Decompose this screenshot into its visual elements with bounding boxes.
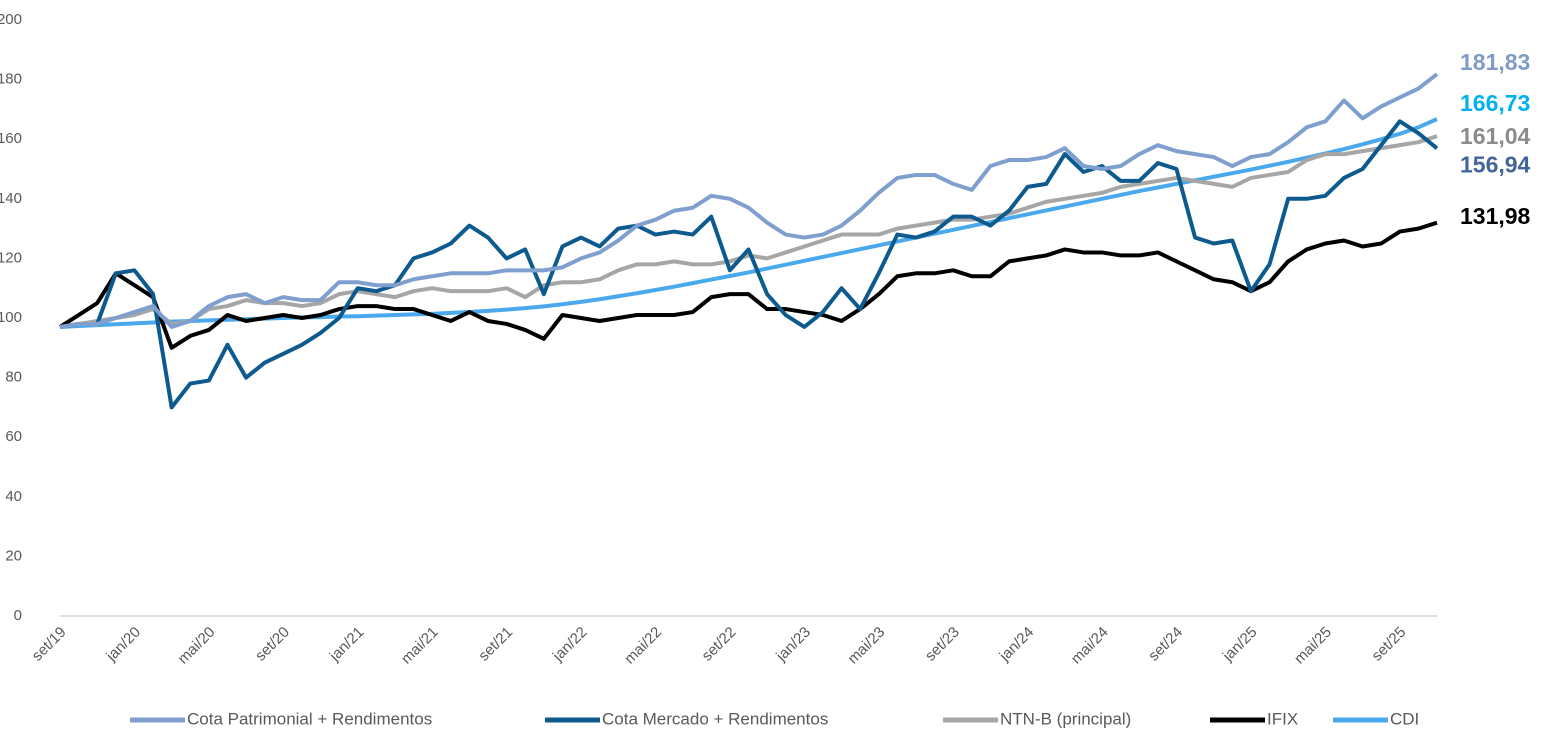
x-tick-label: set/19 (29, 624, 70, 665)
x-tick-label: jan/20 (102, 624, 144, 666)
series-line (59, 119, 1439, 410)
series-line (59, 134, 1438, 329)
y-tick-label: 140 (0, 190, 22, 207)
x-tick-label: set/23 (922, 624, 963, 665)
legend-label: Cota Patrimonial + Rendimentos (187, 709, 432, 728)
y-tick-label: 200 (0, 11, 22, 28)
y-tick-label: 60 (5, 428, 22, 445)
y-tick-label: 100 (0, 309, 22, 326)
x-tick-label: set/25 (1368, 624, 1409, 665)
end-label: 156,94 (1460, 151, 1531, 177)
y-tick-label: 160 (0, 130, 22, 147)
x-tick-label: mai/22 (621, 624, 665, 668)
y-tick-label: 0 (14, 607, 22, 624)
x-tick-label: jan/21 (326, 624, 368, 666)
x-tick-label: jan/24 (996, 624, 1038, 666)
y-tick-label: 20 (5, 547, 22, 564)
series-line (58, 220, 1438, 350)
x-tick-label: mai/24 (1068, 624, 1112, 668)
end-label: 181,83 (1460, 49, 1530, 75)
x-tick-label: mai/21 (398, 624, 442, 668)
y-tick-label: 80 (5, 369, 22, 386)
legend-label: CDI (1390, 709, 1419, 728)
legend-label: Cota Mercado + Rendimentos (602, 709, 828, 728)
end-label: 131,98 (1460, 203, 1531, 229)
y-tick-label: 120 (0, 249, 22, 266)
x-tick-label: jan/23 (772, 624, 814, 666)
y-tick-label: 40 (5, 488, 22, 505)
x-tick-label: jan/22 (549, 624, 591, 666)
x-tick-label: set/22 (699, 624, 740, 665)
end-label: 166,73 (1460, 90, 1530, 116)
x-tick-label: set/21 (475, 624, 516, 665)
legend-label: IFIX (1267, 709, 1298, 728)
legend-label: NTN-B (principal) (1000, 709, 1131, 728)
y-tick-label: 180 (0, 71, 22, 88)
x-tick-label: mai/25 (1291, 624, 1335, 668)
x-tick-label: jan/25 (1219, 624, 1261, 666)
end-label: 161,04 (1460, 123, 1531, 149)
x-tick-label: set/20 (252, 624, 293, 665)
x-tick-label: set/24 (1145, 624, 1186, 665)
series-line (59, 72, 1439, 329)
x-tick-label: mai/20 (175, 624, 219, 668)
x-tick-label: mai/23 (845, 624, 889, 668)
